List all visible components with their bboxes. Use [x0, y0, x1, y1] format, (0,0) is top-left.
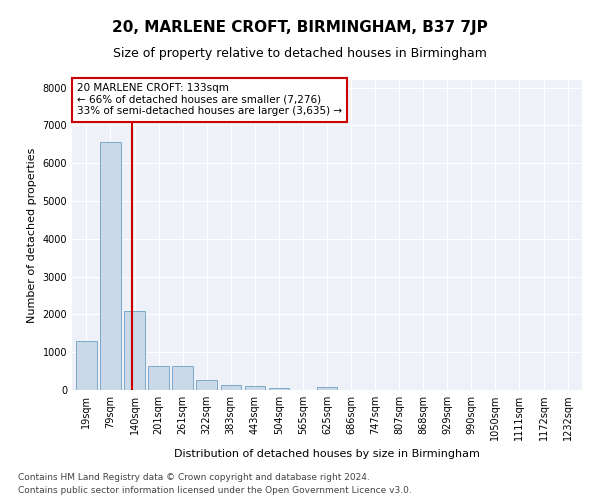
Bar — [196, 380, 217, 390]
Text: Contains HM Land Registry data © Crown copyright and database right 2024.: Contains HM Land Registry data © Crown c… — [18, 474, 370, 482]
Bar — [76, 341, 97, 390]
Bar — [269, 388, 289, 390]
Bar — [221, 385, 241, 390]
Bar — [317, 388, 337, 390]
Bar — [245, 386, 265, 390]
Bar — [100, 142, 121, 390]
Bar — [172, 366, 193, 390]
Text: 20, MARLENE CROFT, BIRMINGHAM, B37 7JP: 20, MARLENE CROFT, BIRMINGHAM, B37 7JP — [112, 20, 488, 35]
Bar — [124, 310, 145, 390]
Text: 20 MARLENE CROFT: 133sqm
← 66% of detached houses are smaller (7,276)
33% of sem: 20 MARLENE CROFT: 133sqm ← 66% of detach… — [77, 83, 342, 116]
Y-axis label: Number of detached properties: Number of detached properties — [27, 148, 37, 322]
Bar — [148, 366, 169, 390]
X-axis label: Distribution of detached houses by size in Birmingham: Distribution of detached houses by size … — [174, 448, 480, 458]
Text: Size of property relative to detached houses in Birmingham: Size of property relative to detached ho… — [113, 48, 487, 60]
Text: Contains public sector information licensed under the Open Government Licence v3: Contains public sector information licen… — [18, 486, 412, 495]
